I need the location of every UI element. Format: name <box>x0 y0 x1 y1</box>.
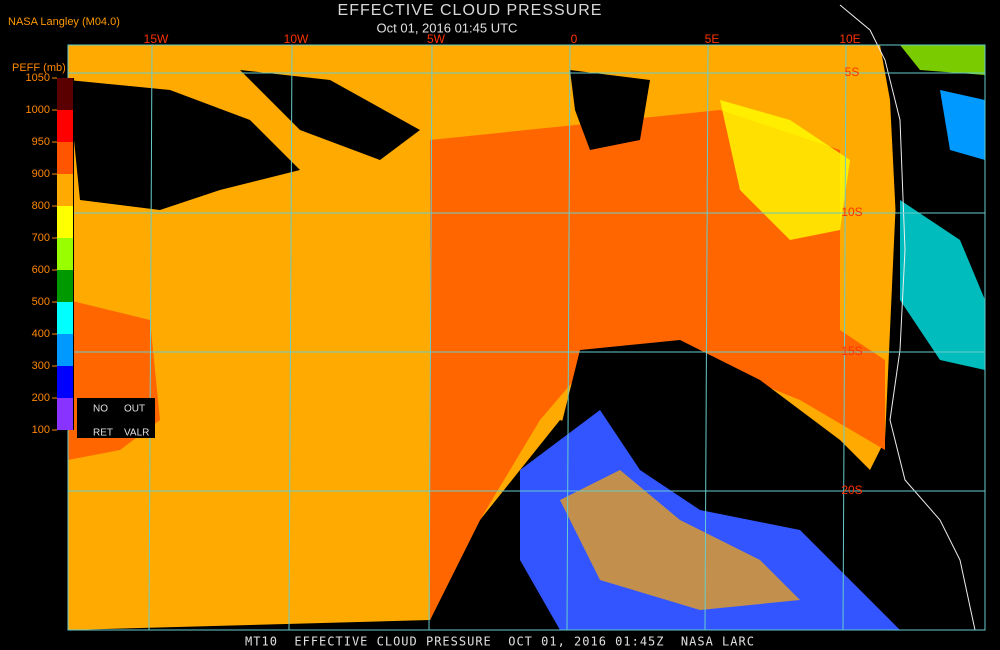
producer-label: NASA Langley (M04.0) <box>8 16 120 28</box>
longitude-label: 15W <box>144 32 169 46</box>
coastline <box>839 4 976 631</box>
flag-label: RET <box>93 428 113 439</box>
map-subtitle: Oct 01, 2016 01:45 UTC <box>377 20 518 35</box>
meridian <box>148 44 153 631</box>
colorbar-band <box>57 366 73 398</box>
colorbar-tick-label: 700 <box>32 232 50 244</box>
colorbar-band <box>57 398 73 430</box>
colorbar-band <box>57 302 73 334</box>
high-cloud <box>940 90 985 160</box>
latitude-label: 15S <box>841 344 862 358</box>
cloud-imagery <box>68 4 985 631</box>
clear-sky <box>560 340 985 630</box>
mid-cloud <box>720 100 850 240</box>
colorbar-band <box>57 206 73 238</box>
colorbar-tick-label: 1000 <box>26 104 50 116</box>
colorbar-tick-label: 1050 <box>26 72 50 84</box>
colorbar-band <box>57 174 73 206</box>
colorbar-tick-label: 500 <box>32 296 50 308</box>
colorbar-band <box>57 238 73 270</box>
meridian <box>566 44 571 631</box>
flag-box <box>77 398 155 438</box>
colorbar-tick-label: 300 <box>32 360 50 372</box>
meridian <box>842 44 847 631</box>
colorbar-tick-label: 200 <box>32 392 50 404</box>
low-cloud <box>560 470 800 610</box>
longitude-label: 10W <box>284 32 309 46</box>
clear-sky <box>240 70 420 160</box>
clear-sky <box>68 80 300 210</box>
colorbar-tick-label: 100 <box>32 424 50 436</box>
meridian <box>704 44 709 631</box>
high-cloud <box>900 200 985 370</box>
longitude-label: 10E <box>839 32 860 46</box>
colorbar-band <box>57 334 73 366</box>
colorbar-band <box>57 78 73 110</box>
colorbar-band <box>57 270 73 302</box>
mid-low-cloud <box>430 110 885 620</box>
clear-sky <box>570 70 650 150</box>
colorbar-tick-label: 900 <box>32 168 50 180</box>
longitude-label: 5E <box>705 32 720 46</box>
latitude-label: 20S <box>841 483 862 497</box>
colorbar-tick-label: 400 <box>32 328 50 340</box>
colorbar-tick-label: 800 <box>32 200 50 212</box>
map-title: EFFECTIVE CLOUD PRESSURE <box>338 2 603 19</box>
meridian <box>288 44 293 631</box>
flag-label: OUT <box>124 404 145 415</box>
colorbar-band <box>57 110 73 142</box>
latitude-label: 5S <box>845 65 860 79</box>
colorbar-tick-label: 600 <box>32 264 50 276</box>
colorbar-tick-label: 950 <box>32 136 50 148</box>
longitude-label: 5W <box>427 32 446 46</box>
longitude-label: 0 <box>571 32 578 46</box>
colorbar-label: PEFF (mb) <box>12 62 66 74</box>
footer: MT10 EFFECTIVE CLOUD PRESSURE OCT 01, 20… <box>245 635 755 649</box>
flag-label: VALR <box>124 428 149 439</box>
graticule <box>67 44 986 631</box>
flag-label: NO <box>93 404 108 415</box>
mid-cloud <box>900 45 985 75</box>
meridian <box>428 44 433 631</box>
colorbar-band <box>57 142 73 174</box>
latitude-label: 10S <box>841 205 862 219</box>
